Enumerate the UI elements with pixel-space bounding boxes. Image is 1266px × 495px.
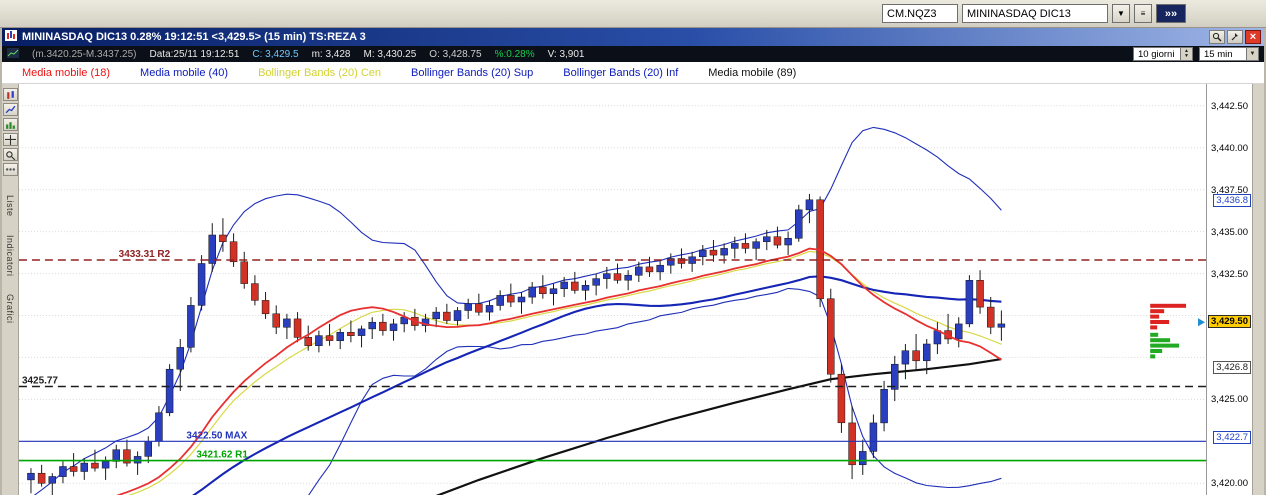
symbol-code-input[interactable] bbox=[882, 4, 958, 23]
legend-item[interactable]: Media mobile (18) bbox=[22, 66, 111, 79]
legend-item[interactable]: Media mobile (40) bbox=[140, 66, 229, 79]
axis-tick: 3,432.50 bbox=[1211, 268, 1248, 280]
timeframe-select-value: 15 min bbox=[1204, 48, 1233, 60]
list-icon: ≡ bbox=[1140, 9, 1146, 18]
chart-range-controls: 10 giorni ▲ ▼ 15 min ▼ bbox=[1133, 47, 1259, 61]
level-label: 3422.50 MAX bbox=[186, 430, 247, 441]
axis-tick: 3,420.00 bbox=[1211, 478, 1248, 490]
sidebar-tab[interactable]: Indicatori bbox=[5, 234, 15, 277]
chevron-down-icon: ▼ bbox=[1117, 9, 1125, 18]
quote-min: m: 3,428 bbox=[311, 48, 351, 60]
axis-tick: 3,440.00 bbox=[1211, 142, 1248, 154]
legend-item[interactable]: Media mobile (89) bbox=[708, 66, 797, 79]
magnifier-icon bbox=[1212, 30, 1222, 45]
axis-tick: 3,425.00 bbox=[1211, 394, 1248, 406]
sidebar-tab[interactable]: Grafici bbox=[5, 294, 15, 324]
legend-item[interactable]: Bollinger Bands (20) Sup bbox=[411, 66, 534, 79]
sidebar-tab[interactable]: Liste bbox=[5, 195, 15, 217]
legend-item[interactable]: Bollinger Bands (20) Cen bbox=[258, 66, 381, 79]
chart-window-icon bbox=[5, 30, 17, 44]
symbol-dropdown-button[interactable]: ▼ bbox=[1112, 4, 1130, 23]
mini-chart-icon bbox=[7, 47, 19, 61]
crosshair-icon[interactable] bbox=[2, 133, 18, 146]
quick-search-bar: ▼ ≡ »» bbox=[0, 0, 1266, 28]
quote-data-bar: (m.3420.25-M.3437.25) Data:25/11 19:12:5… bbox=[2, 46, 1264, 62]
period-select[interactable]: 10 giorni ▲ ▼ bbox=[1133, 47, 1193, 61]
quote-datetime: Data:25/11 19:12:51 bbox=[149, 48, 240, 60]
indicator-legend: Media mobile (18) Media mobile (40) Bollin… bbox=[2, 62, 1264, 84]
quote-volume: V: 3,901 bbox=[547, 48, 585, 60]
symbol-search-cluster: ▼ ≡ »» bbox=[882, 4, 1186, 23]
candlestick-chart[interactable]: 3433.31 R2 3425.77 3422.50 MAX 3421.62 R1 bbox=[19, 84, 1206, 495]
spinner-icon[interactable]: ▲ ▼ bbox=[1180, 48, 1192, 60]
timeframe-select[interactable]: 15 min ▼ bbox=[1199, 47, 1259, 61]
pin-button[interactable] bbox=[1227, 30, 1243, 44]
chart-candles-icon[interactable] bbox=[2, 88, 18, 101]
axis-tick: 3,435.00 bbox=[1211, 226, 1248, 238]
expand-button[interactable]: »» bbox=[1156, 4, 1186, 23]
axis-tick: 3,442.50 bbox=[1211, 100, 1248, 112]
right-scroll-strip bbox=[1252, 84, 1264, 495]
chart-bars-icon[interactable] bbox=[2, 118, 18, 131]
quote-close: C: 3,429.5 bbox=[252, 48, 299, 60]
price-badge: 3,426.8 bbox=[1213, 360, 1251, 374]
price-badge: 3,422.7 bbox=[1213, 430, 1251, 444]
zoom-tool-button[interactable] bbox=[1209, 30, 1225, 44]
legend-item[interactable]: Bollinger Bands (20) Inf bbox=[563, 66, 679, 79]
symbol-list-button[interactable]: ≡ bbox=[1134, 4, 1152, 23]
chart-area[interactable]: 3433.31 R2 3425.77 3422.50 MAX 3421.62 R1 bbox=[19, 84, 1206, 495]
session-range: (m.3420.25-M.3437.25) bbox=[32, 48, 137, 60]
window-title: MININASDAQ DIC13 0.28% 19:12:51 <3,429.5… bbox=[22, 31, 366, 43]
level-label: 3421.62 R1 bbox=[196, 450, 248, 461]
axis-tick: 3,437.50 bbox=[1211, 184, 1248, 196]
level-label: 3425.77 bbox=[22, 375, 58, 386]
left-toolbar: Liste Indicatori Grafici bbox=[2, 84, 19, 495]
pin-icon bbox=[1230, 30, 1240, 45]
level-label: 3433.31 R2 bbox=[119, 249, 171, 260]
chart-line-icon[interactable] bbox=[2, 103, 18, 116]
close-button[interactable]: × bbox=[1245, 30, 1261, 44]
chart-body: Liste Indicatori Grafici 3433.31 R2 3425.77… bbox=[2, 84, 1264, 495]
zoom-icon[interactable] bbox=[2, 148, 18, 161]
price-badge: 3,436.8 bbox=[1213, 194, 1251, 208]
price-axis[interactable]: 3,442.50 3,440.00 3,437.50 3,435.00 3,432.50… bbox=[1206, 84, 1252, 495]
chart-window: MININASDAQ DIC13 0.28% 19:12:51 <3,429.5… bbox=[0, 28, 1266, 495]
chevron-down-icon[interactable]: ▼ bbox=[1246, 48, 1258, 60]
settings-icon[interactable] bbox=[2, 163, 18, 176]
window-title-bar[interactable]: MININASDAQ DIC13 0.28% 19:12:51 <3,429.5… bbox=[2, 28, 1264, 46]
quote-open: O: 3,428.75 bbox=[429, 48, 482, 60]
price-badge: 3,429.50 bbox=[1208, 315, 1251, 329]
quote-percent: %:0.28% bbox=[494, 48, 535, 60]
window-controls: × bbox=[1209, 30, 1261, 44]
period-select-value: 10 giorni bbox=[1138, 48, 1175, 60]
quote-max: M: 3,430.25 bbox=[363, 48, 417, 60]
symbol-name-input[interactable] bbox=[962, 4, 1108, 23]
close-icon: × bbox=[1249, 31, 1257, 43]
